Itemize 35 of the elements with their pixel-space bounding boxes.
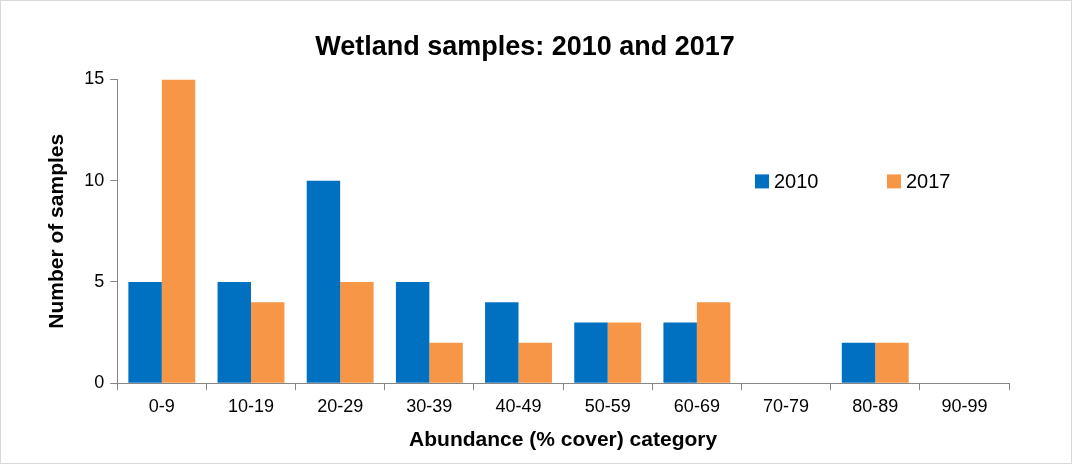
bar xyxy=(518,342,552,383)
x-tick-label: 80-89 xyxy=(852,395,899,416)
x-tick-label: 10-19 xyxy=(227,395,275,416)
x-tick-label: 60-69 xyxy=(673,395,720,416)
x-tick-label: 30-39 xyxy=(406,395,453,416)
bar xyxy=(429,342,463,383)
chart-title: Wetland samples: 2010 and 2017 xyxy=(315,30,735,61)
bar xyxy=(574,322,608,383)
bar xyxy=(306,180,341,383)
bar xyxy=(250,302,285,383)
bar xyxy=(875,342,909,383)
x-tick-label: 40-49 xyxy=(495,395,542,416)
bar xyxy=(607,322,642,383)
x-tick-label: 0-9 xyxy=(148,395,175,416)
x-tick-label: 90-99 xyxy=(941,395,988,416)
y-tick-label: 5 xyxy=(94,270,105,291)
bar xyxy=(128,281,162,383)
x-tick-label: 20-29 xyxy=(317,395,364,416)
bar xyxy=(340,281,374,383)
bar xyxy=(395,281,430,383)
x-tick-label: 50-59 xyxy=(584,395,631,416)
y-axis-title: Number of samples xyxy=(44,133,68,329)
y-tick-label: 15 xyxy=(84,68,105,89)
y-tick-label: 10 xyxy=(84,169,105,190)
bar xyxy=(217,281,251,383)
x-axis-title: Abundance (% cover) category xyxy=(409,427,718,451)
bar xyxy=(696,302,731,383)
legend-label: 2017 xyxy=(906,169,951,192)
bar xyxy=(841,342,876,383)
y-tick-label: 0 xyxy=(94,372,105,393)
bar xyxy=(485,302,519,383)
x-tick-label: 70-79 xyxy=(763,395,810,416)
bar xyxy=(161,79,196,383)
legend-label: 2010 xyxy=(774,169,819,192)
bar xyxy=(663,322,697,383)
